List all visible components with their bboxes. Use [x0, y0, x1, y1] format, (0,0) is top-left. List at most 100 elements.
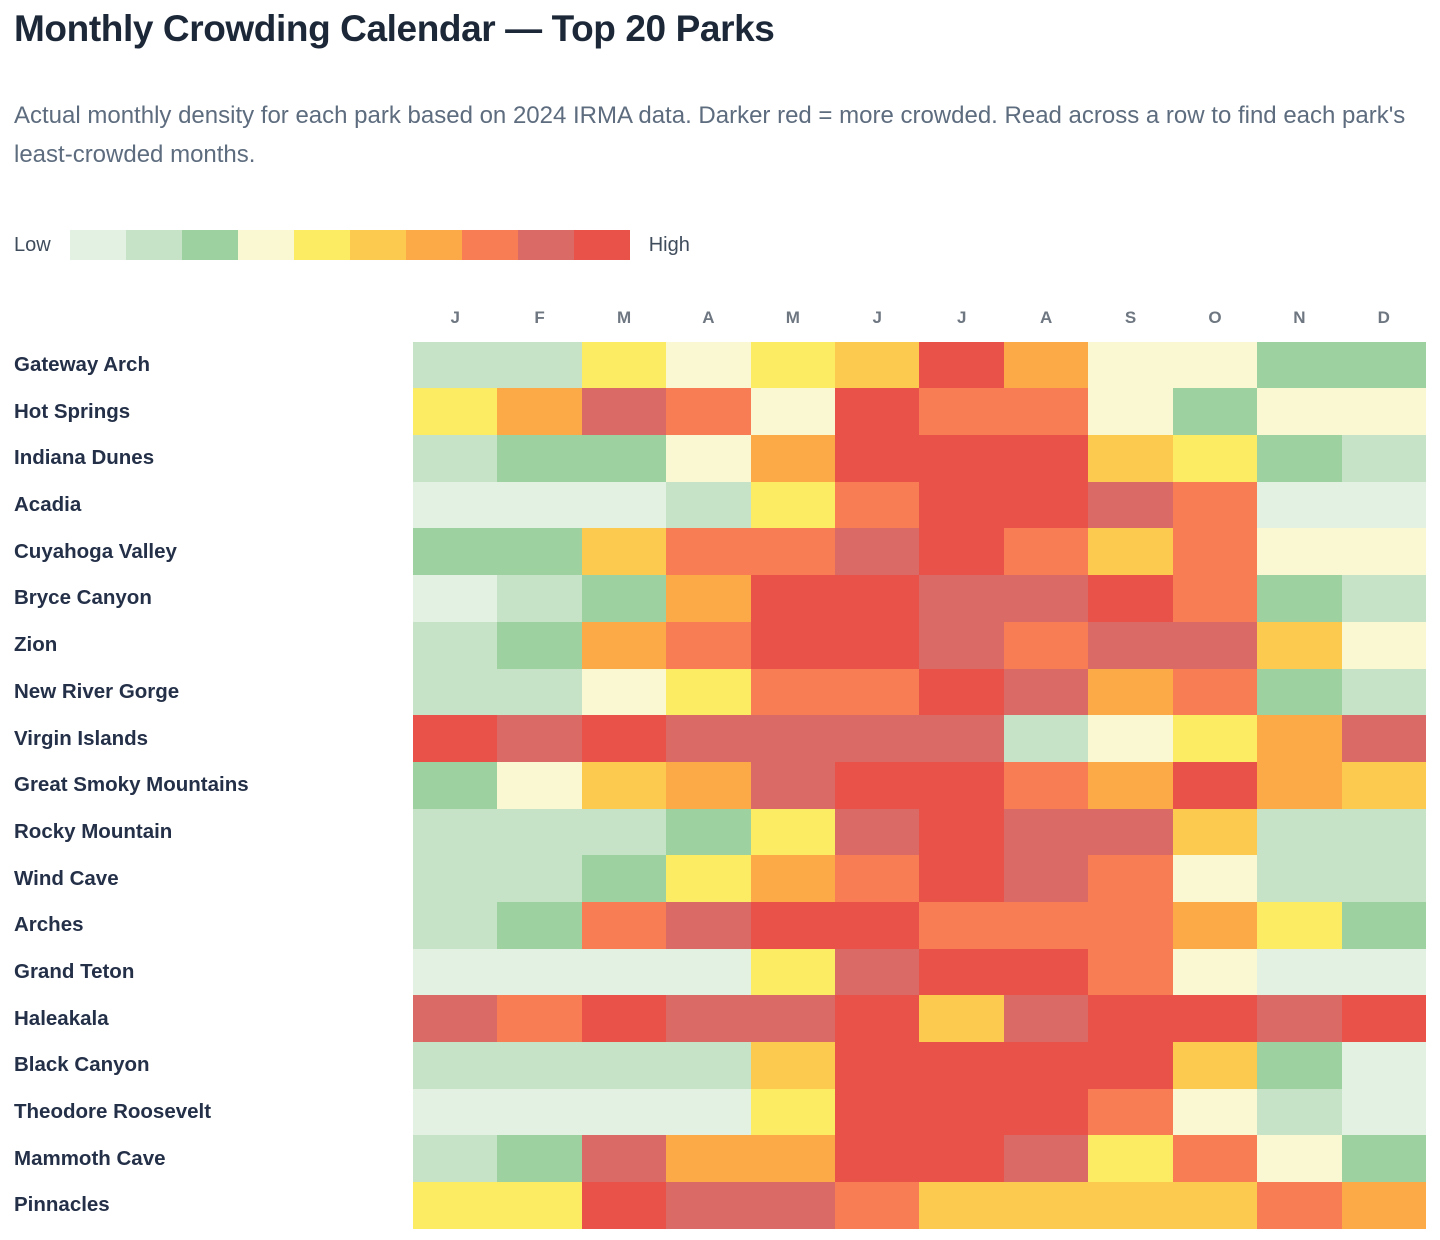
heatmap-cell [750, 715, 836, 762]
heatmap-cell [666, 1182, 751, 1229]
heatmap-cell [413, 855, 498, 902]
heatmap-cell [497, 855, 582, 902]
heatmap-cell [919, 621, 1004, 669]
heatmap-cell [1257, 435, 1342, 482]
park-label: Haleakala [14, 1006, 109, 1030]
heatmap-cell [1172, 621, 1258, 669]
heatmap-cell [497, 341, 582, 389]
heatmap-cell [1257, 1088, 1342, 1136]
park-label: Wind Cave [14, 866, 119, 890]
heatmap-cell [1341, 528, 1426, 576]
heatmap-cell [1003, 388, 1089, 436]
heatmap-cell [1088, 668, 1173, 716]
heatmap-cell [835, 1088, 920, 1136]
heatmap-cell [1088, 761, 1173, 809]
heatmap-cell [666, 761, 751, 809]
heatmap-cell [919, 575, 1004, 622]
heatmap-cell [581, 808, 667, 856]
month-header: S [1124, 308, 1137, 328]
month-header: J [956, 308, 967, 328]
heatmap-cell [497, 761, 582, 809]
heatmap-cell [1341, 1042, 1426, 1089]
legend-swatch [405, 230, 462, 260]
heatmap-cell [1088, 435, 1173, 482]
heatmap-cell [581, 715, 667, 762]
heatmap-cell [666, 715, 751, 762]
heatmap-cell [497, 435, 582, 482]
heatmap-cell [497, 1135, 582, 1183]
park-label: Arches [14, 913, 84, 937]
heatmap-cell [1341, 1135, 1426, 1183]
park-label: New River Gorge [14, 679, 180, 703]
heatmap-cell [1003, 435, 1089, 482]
park-label: Rocky Mountain [14, 819, 173, 843]
legend-low-label: Low [14, 233, 51, 256]
heatmap-cell [750, 435, 836, 482]
heatmap-cell [666, 668, 751, 716]
heatmap-cell [750, 388, 836, 436]
heatmap-cell [413, 1182, 498, 1229]
heatmap-cell [413, 715, 498, 762]
heatmap-cell [413, 481, 498, 529]
heatmap-cell [666, 1088, 751, 1136]
heatmap-cell [581, 901, 667, 949]
heatmap-cell [497, 1088, 582, 1136]
park-label: Mammoth Cave [14, 1146, 166, 1170]
heatmap-cell [1257, 1135, 1342, 1183]
heatmap-cell [1003, 621, 1089, 669]
heatmap-cell [750, 528, 836, 576]
heatmap-cell [1003, 481, 1089, 529]
heatmap-cell [1172, 1042, 1258, 1089]
heatmap-cell [919, 855, 1004, 902]
heatmap-cell [413, 1088, 498, 1136]
heatmap-cell [750, 995, 836, 1042]
heatmap-cell [835, 621, 920, 669]
heatmap-cell [835, 1135, 920, 1183]
heatmap-cell [835, 388, 920, 436]
legend-swatch [125, 230, 182, 260]
heatmap-cell [919, 341, 1004, 389]
heatmap-cell [1257, 668, 1342, 716]
month-header: A [702, 308, 715, 328]
heatmap-cell [1341, 575, 1426, 622]
heatmap-cell [1341, 481, 1426, 529]
heatmap-cell [919, 1042, 1004, 1089]
heatmap-cell [1088, 948, 1173, 996]
heatmap-cell [919, 1182, 1004, 1229]
heatmap-cell [1088, 575, 1173, 622]
heatmap-cell [835, 668, 920, 716]
heatmap-cell [1257, 341, 1342, 389]
heatmap-cell [581, 948, 667, 996]
color-legend: Low High [14, 230, 1426, 260]
heatmap-cell [413, 575, 498, 622]
heatmap-cell [1341, 668, 1426, 716]
park-label: Zion [14, 633, 58, 657]
heatmap-cell [919, 1088, 1004, 1136]
heatmap-cell [666, 808, 751, 856]
park-label: Cuyahoga Valley [14, 539, 177, 563]
heatmap-cell [1172, 761, 1258, 809]
heatmap-cell [1003, 575, 1089, 622]
heatmap-cell [835, 761, 920, 809]
heatmap-cell [413, 435, 498, 482]
heatmap-cell [413, 668, 498, 716]
heatmap-cell [1257, 528, 1342, 576]
heatmap-cell [581, 388, 667, 436]
heatmap-cell [1003, 1182, 1089, 1229]
heatmap-cell [497, 1042, 582, 1089]
heatmap-cell [1088, 388, 1173, 436]
heatmap-cell [1257, 1182, 1342, 1229]
heatmap-cell [1257, 948, 1342, 996]
heatmap-cell [919, 528, 1004, 576]
heatmap-cell [750, 341, 836, 389]
heatmap-cell [919, 901, 1004, 949]
heatmap-cell [1341, 948, 1426, 996]
heatmap-cell [497, 575, 582, 622]
heatmap-cell [750, 1042, 836, 1089]
heatmap-cell [750, 1182, 836, 1229]
heatmap-cell [919, 761, 1004, 809]
heatmap-cell [919, 808, 1004, 856]
heatmap-cell [497, 388, 582, 436]
park-label: Great Smoky Mountains [14, 773, 249, 797]
